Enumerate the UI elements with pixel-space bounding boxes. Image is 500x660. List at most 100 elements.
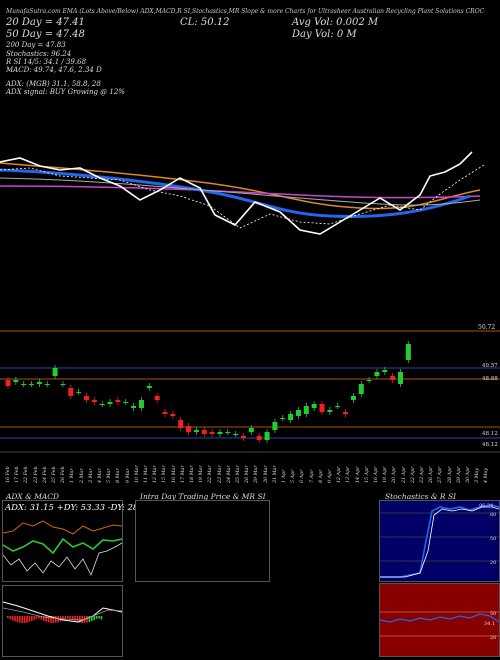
macd-histogram-bar: [50, 616, 52, 623]
date-label: 26 Feb: [61, 466, 67, 483]
candle: [366, 380, 372, 381]
candle: [146, 386, 152, 388]
date-label: 7 Apr: [309, 469, 315, 483]
candle: [295, 410, 301, 416]
candle: [60, 384, 66, 385]
macd-panel: [2, 585, 123, 657]
candle: [5, 380, 11, 386]
macd-histogram-bar: [11, 616, 14, 621]
macd-histogram-bar: [26, 616, 28, 623]
price-level-label: 48.88: [482, 376, 498, 382]
price-line: [0, 151, 473, 235]
macd-histogram-bar: [91, 616, 93, 622]
date-label: 9 Apr: [328, 469, 333, 483]
macd-histogram-bar: [88, 616, 91, 622]
macd-histogram-bar: [55, 616, 57, 623]
adx-di-minus-line: [3, 520, 122, 535]
date-label: 15 Mar: [162, 465, 168, 483]
date-label: 26 Apr: [429, 466, 435, 483]
intraday-panel: [135, 500, 270, 582]
macd-histogram-bar: [16, 616, 19, 623]
macd-histogram-bar: [14, 616, 16, 622]
macd-histogram-bar: [76, 616, 79, 623]
macd-histogram-bar: [95, 616, 98, 619]
day-vol-label: Day Vol: 0 M: [292, 29, 357, 40]
date-label: 22 Feb: [24, 466, 30, 483]
candle: [52, 368, 58, 376]
adx-label: ADX: (MGB) 31.1, 58.8, 28: [6, 80, 101, 88]
macd-histogram-bar: [35, 616, 38, 619]
ema20-label: 20 Day = 47.41: [6, 17, 85, 28]
date-label: 30 Apr: [466, 466, 471, 483]
date-label: 8 Mar: [116, 468, 122, 483]
macd-histogram-bar: [21, 616, 23, 623]
candle: [193, 430, 199, 432]
date-label: 30 Mar: [263, 465, 269, 483]
avg-vol-label: Avg Vol: 0.002 M: [292, 17, 379, 28]
adx-panel-title: ADX & MACD: [6, 492, 60, 501]
macd-histogram-bar: [98, 616, 100, 619]
candle: [319, 404, 325, 412]
date-label: 3 May: [475, 467, 481, 483]
date-axis: 16 Feb 17 Feb 22 Feb 23 Feb 24 Feb 25 Feb 26 F…: [0, 455, 500, 495]
candle: [335, 406, 341, 407]
stoch-d-line: [380, 506, 499, 578]
date-label: 19 Mar: [199, 465, 205, 483]
candle: [131, 406, 137, 408]
date-label: 3 Mar: [88, 468, 94, 483]
date-label: 17 Mar: [180, 465, 186, 483]
date-label: 1 Mar: [70, 468, 76, 483]
price-level-label: 48.12: [482, 442, 498, 448]
candle: [107, 402, 113, 404]
candle: [288, 414, 294, 420]
macd-signal-line: [3, 607, 122, 621]
candle: [29, 384, 35, 385]
macd-histogram-bar: [47, 616, 50, 623]
macd-histogram-bar: [74, 616, 76, 622]
candle: [44, 384, 50, 385]
stochastics-label: Stochastics: 96.24: [6, 50, 72, 58]
candle: [248, 428, 254, 432]
macd-histogram-bar: [19, 616, 21, 623]
ema20-line: [0, 164, 485, 229]
date-label: 1 Apr: [282, 469, 287, 483]
candle: [264, 432, 270, 440]
macd-label: MACD: 49.74, 47.6, 2.34 D: [6, 66, 102, 74]
candle: [91, 400, 97, 402]
macd-histogram-bar: [45, 616, 47, 622]
date-label: 29 Mar: [254, 465, 260, 483]
date-label: 19 Apr: [383, 466, 389, 483]
macd-line: [3, 601, 122, 623]
candle: [21, 384, 27, 385]
date-label: 21 Apr: [401, 466, 407, 483]
macd-histogram-bar: [100, 616, 103, 620]
rsi-label: R SI 14/5: 34.1 / 39.68: [6, 58, 87, 66]
date-label: 25 Mar: [236, 465, 241, 483]
candle: [225, 432, 231, 433]
date-label: 2 Mar: [79, 468, 85, 483]
macd-histogram-bar: [7, 616, 9, 618]
rsi-tick: 20: [490, 635, 497, 641]
date-label: 16 Feb: [6, 466, 11, 483]
candle: [36, 382, 42, 384]
candle: [68, 388, 74, 396]
macd-histogram-bar: [9, 616, 11, 620]
date-label: 25 Feb: [52, 466, 57, 483]
candle: [201, 430, 207, 434]
candle: [311, 404, 317, 408]
ema50-line: [0, 177, 481, 206]
rsi-panel: 50 20 34.1: [379, 583, 500, 657]
date-label: 29 Apr: [456, 466, 462, 483]
date-label: 24 Mar: [226, 465, 232, 483]
rsi-line: [380, 613, 499, 623]
macd-histogram-bar: [43, 616, 45, 621]
date-label: 24 Feb: [42, 466, 48, 483]
date-label: 31 Mar: [272, 465, 278, 483]
candle: [256, 436, 262, 440]
date-label: 9 Mar: [125, 468, 131, 483]
macd-histogram-bar: [79, 616, 81, 623]
close-label: CL: 50.12: [180, 17, 230, 28]
adx-di-plus-line: [3, 537, 122, 555]
date-label: 22 Apr: [410, 466, 416, 483]
candle: [327, 410, 333, 412]
